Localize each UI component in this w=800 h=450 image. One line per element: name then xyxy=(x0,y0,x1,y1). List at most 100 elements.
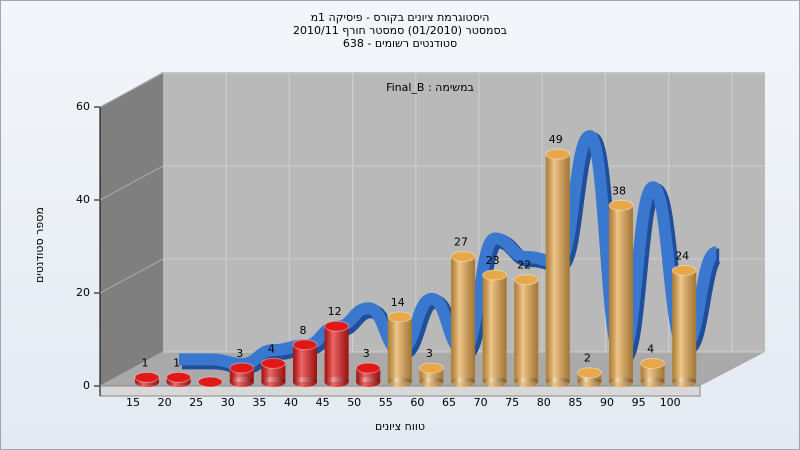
bar-shade xyxy=(609,205,633,382)
bar-top xyxy=(387,311,413,323)
bar-shade-bottom xyxy=(672,377,697,387)
bar-shade-bottom xyxy=(229,377,254,387)
bar-top xyxy=(418,362,444,374)
data-label: 24 xyxy=(675,249,689,262)
bar-shade-bottom xyxy=(609,377,633,387)
y-tick-label: 40 xyxy=(76,193,90,206)
bar-top xyxy=(450,250,476,262)
x-tick-label: 85 xyxy=(568,396,582,409)
bar xyxy=(418,362,444,387)
y-tick-label: 60 xyxy=(76,100,90,113)
grid-line xyxy=(99,165,164,201)
bar-top xyxy=(482,269,508,281)
bar-shade-bottom xyxy=(293,377,317,387)
bar-shade xyxy=(672,270,697,382)
bar-top xyxy=(545,148,571,160)
bar-top xyxy=(197,376,223,388)
bar-shade-bottom xyxy=(482,377,507,387)
x-tick-label: 70 xyxy=(474,396,488,409)
side-wall xyxy=(100,72,163,386)
bar-top xyxy=(292,339,318,351)
floor-edge xyxy=(99,385,701,397)
data-label: 38 xyxy=(612,184,626,197)
x-tick-label: 20 xyxy=(158,396,172,409)
x-tick-label: 95 xyxy=(632,396,646,409)
y-axis-title: מספר סטודנטים xyxy=(33,207,46,283)
bar-top xyxy=(608,199,634,211)
x-tick-label: 40 xyxy=(284,396,298,409)
data-label: 3 xyxy=(363,347,370,360)
grid-line xyxy=(99,258,164,294)
bar-shade xyxy=(451,256,475,382)
bar-top xyxy=(166,371,192,383)
bar-top xyxy=(324,320,350,332)
x-tick-label: 75 xyxy=(505,396,519,409)
data-label: 4 xyxy=(647,342,654,355)
bar xyxy=(671,264,697,387)
bar-top xyxy=(355,362,381,374)
title: היסטוגרמת ציונים בקורס - פיסיקה 1מ xyxy=(311,11,490,24)
bar xyxy=(387,311,413,387)
data-label: 14 xyxy=(391,296,405,309)
data-label: 8 xyxy=(300,324,307,337)
data-label: 23 xyxy=(486,254,500,267)
x-tick-label: 50 xyxy=(347,396,361,409)
bar-shade-bottom xyxy=(356,377,381,387)
bar xyxy=(134,371,160,387)
data-label: 3 xyxy=(236,347,243,360)
bar-shade-bottom xyxy=(545,377,570,387)
bar xyxy=(450,250,476,387)
bar xyxy=(197,376,223,388)
bar xyxy=(545,148,571,387)
data-label: 1 xyxy=(142,356,149,369)
bar xyxy=(355,362,381,387)
bar xyxy=(260,357,286,387)
bar xyxy=(292,339,318,387)
bar-shade-bottom xyxy=(451,377,475,387)
x-tick-label: 100 xyxy=(660,396,681,409)
bar-shade-bottom xyxy=(419,377,444,387)
x-tick-label: 80 xyxy=(537,396,551,409)
x-tick-label: 45 xyxy=(316,396,330,409)
x-tick-label: 15 xyxy=(126,396,140,409)
ribbon xyxy=(178,130,719,371)
x-tick-label: 65 xyxy=(442,396,456,409)
data-label: 3 xyxy=(426,347,433,360)
bar-top xyxy=(640,357,666,369)
data-label: 4 xyxy=(268,342,275,355)
bar-shade xyxy=(640,363,665,382)
bar xyxy=(640,357,666,387)
grid-line xyxy=(99,72,164,108)
data-label: 1 xyxy=(173,356,180,369)
x-tick-label: 55 xyxy=(379,396,393,409)
bar-shade-bottom xyxy=(514,377,539,387)
bar-shade xyxy=(482,275,507,382)
data-label: 12 xyxy=(328,305,342,318)
x-tick-label: 25 xyxy=(189,396,203,409)
bar-shade-bottom xyxy=(577,377,602,387)
bar-shade-bottom xyxy=(387,377,412,387)
y-tick-label: 20 xyxy=(76,286,90,299)
bar-top xyxy=(513,274,539,286)
x-tick-label: 30 xyxy=(221,396,235,409)
bar xyxy=(513,274,539,387)
bar-shade-bottom xyxy=(261,377,286,387)
bar-top xyxy=(260,357,286,369)
bar-shade xyxy=(387,316,412,382)
x-axis-title: טווח ציונים xyxy=(375,420,425,433)
x-tick-label: 90 xyxy=(600,396,614,409)
bar xyxy=(229,362,255,387)
data-label: 2 xyxy=(584,352,591,365)
annotation: Final_B : במשימה xyxy=(386,81,474,94)
bar-top xyxy=(134,371,160,383)
bar-shade-bottom xyxy=(640,377,665,387)
title: סטודנטים רשומים - 638 xyxy=(343,37,457,50)
bar-shade xyxy=(261,363,286,382)
grid-line xyxy=(99,351,164,387)
y-tick-label: 0 xyxy=(83,379,90,392)
bar xyxy=(324,320,350,387)
bar xyxy=(608,199,634,387)
bar-shade xyxy=(293,344,317,382)
